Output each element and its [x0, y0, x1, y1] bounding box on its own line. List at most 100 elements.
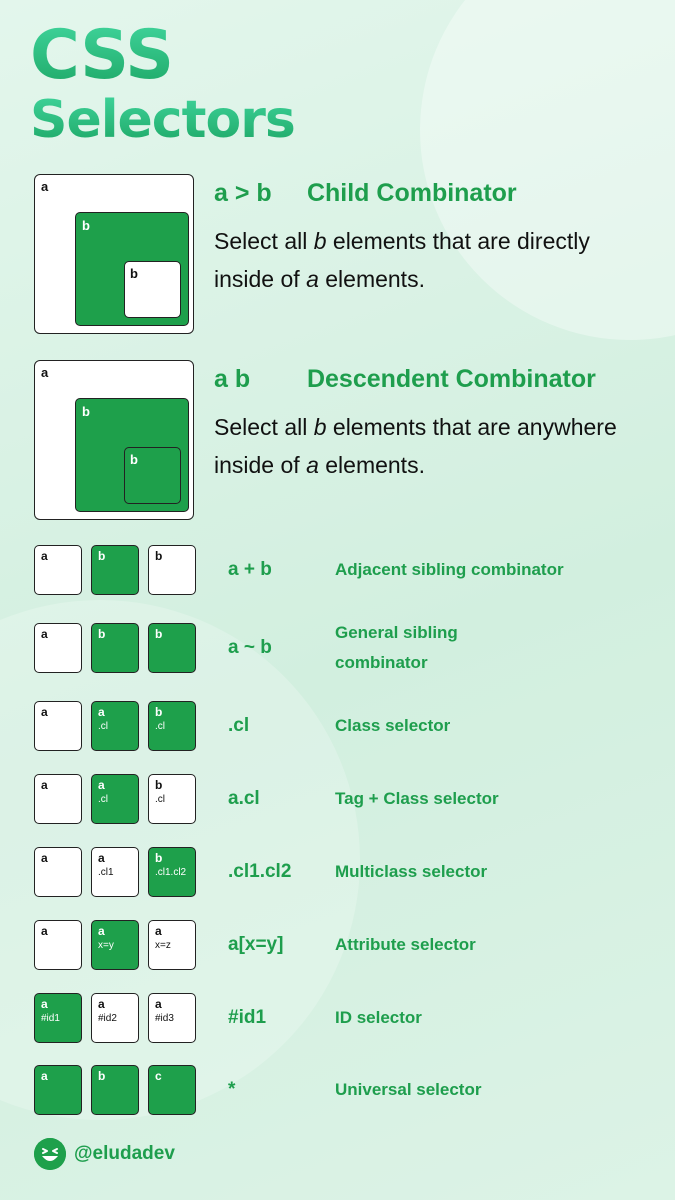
selector-name: Tag + Class selector [335, 789, 499, 808]
example-box: a #id3 [148, 993, 196, 1043]
selector-code: a + b [228, 559, 272, 580]
box-tag: a [155, 924, 162, 938]
selector-code: .cl1.cl2 [228, 861, 292, 882]
descendent-combinator-heading: a b Descendent Combinator [214, 365, 596, 394]
selector-code: .cl [228, 715, 250, 736]
selector-code: a.cl [228, 788, 260, 809]
example-box: a [34, 701, 82, 751]
box-tag: a [98, 778, 105, 792]
example-box: a [34, 545, 82, 595]
descendent-combinator-diagram: a b b [34, 360, 194, 520]
child-combinator-heading: a > b Child Combinator [214, 179, 517, 208]
example-box-selected: a x=y [91, 920, 139, 970]
desc-text: elements. [318, 266, 425, 292]
selector-name: Class selector [335, 716, 451, 735]
box-tag: a [41, 851, 48, 865]
selector-row-attribute: a a x=y a x=z a[x=y] Attribute selector [34, 920, 654, 970]
box-tag: b [155, 778, 163, 792]
box-attr: .cl [155, 721, 165, 732]
page-title: CSS [30, 16, 174, 95]
box-tag: b [98, 1069, 106, 1083]
selector-code: a > b [214, 179, 272, 207]
descendent-combinator-description: Select all b elements that are anywhere … [214, 408, 654, 484]
box-tag: b [98, 627, 106, 641]
example-box-selected: a [34, 1065, 82, 1115]
box-attr: x=y [98, 940, 114, 951]
desc-italic: a [306, 266, 319, 292]
box-attr: #id1 [41, 1013, 60, 1024]
diagram-label: b [82, 218, 90, 233]
box-tag: a [98, 997, 105, 1011]
box-attr: .cl1.cl2 [155, 867, 187, 878]
selector-name: General sibling combinator [335, 623, 458, 672]
example-box: b .cl [148, 774, 196, 824]
box-attr: .cl [98, 721, 108, 732]
desc-text: Select all [214, 228, 314, 254]
diagram-label: b [130, 452, 138, 467]
box-attr: x=z [155, 940, 171, 951]
diagram-label: b [130, 266, 138, 281]
box-attr: .cl [98, 794, 108, 805]
example-box-selected: a #id1 [34, 993, 82, 1043]
selector-name: Attribute selector [335, 935, 476, 954]
box-attr: #id2 [98, 1013, 117, 1024]
desc-text: elements. [318, 452, 425, 478]
box-tag: a [41, 778, 48, 792]
box-tag: a [41, 1069, 48, 1083]
box-attr: .cl1 [98, 867, 114, 878]
example-box-selected: a .cl [91, 774, 139, 824]
example-box-selected: c [148, 1065, 196, 1115]
diagram-box-b: b b [75, 212, 189, 326]
box-tag: b [155, 705, 163, 719]
author-handle[interactable]: @eludadev [74, 1143, 175, 1164]
example-box: a #id2 [91, 993, 139, 1043]
diagram-label: a [41, 365, 49, 380]
selector-name: ID selector [335, 1008, 422, 1027]
example-box-selected: b .cl [148, 701, 196, 751]
footer: @eludadev [34, 1138, 175, 1170]
desc-text: Select all [214, 414, 314, 440]
selector-row-universal: a b c * Universal selector [34, 1065, 654, 1115]
box-tag: a [155, 997, 162, 1011]
child-combinator-diagram: a b b [34, 174, 194, 334]
selector-row-id: a #id1 a #id2 a #id3 #id1 ID selector [34, 993, 654, 1043]
example-box-selected: b [148, 623, 196, 673]
diagram-box-b-inner: b [124, 261, 181, 318]
diagram-label: b [82, 404, 90, 419]
box-tag: a [41, 627, 48, 641]
child-combinator-description: Select all b elements that are directly … [214, 222, 654, 298]
selector-name: Adjacent sibling combinator [335, 560, 564, 579]
example-box-selected: b [91, 545, 139, 595]
selector-code: #id1 [228, 1007, 267, 1028]
selector-name: Child Combinator [306, 179, 517, 207]
box-tag: b [155, 851, 163, 865]
box-attr: #id3 [155, 1013, 174, 1024]
example-box: a [34, 847, 82, 897]
box-tag: c [155, 1069, 162, 1083]
box-tag: a [41, 997, 48, 1011]
box-tag: b [155, 549, 163, 563]
diagram-box-b: b b [75, 398, 189, 512]
example-box-selected: b [91, 1065, 139, 1115]
desc-italic: a [306, 452, 319, 478]
selector-code: a ~ b [228, 637, 272, 658]
example-box: a x=z [148, 920, 196, 970]
box-tag: a [98, 924, 105, 938]
box-tag: a [41, 705, 48, 719]
desc-italic: b [313, 414, 327, 440]
example-box-selected: b .cl1.cl2 [148, 847, 196, 897]
box-tag: b [98, 549, 106, 563]
selector-name: Descendent Combinator [306, 365, 596, 393]
example-box: a .cl1 [91, 847, 139, 897]
grinning-face-icon [34, 1138, 66, 1170]
example-box: b [148, 545, 196, 595]
selector-code: a b [214, 365, 251, 393]
desc-text: elements that are directly inside of [214, 228, 590, 292]
selector-name: Universal selector [335, 1080, 482, 1099]
selector-row-tag-class: a a .cl b .cl a.cl Tag + Class selector [34, 774, 654, 824]
example-box: a [34, 623, 82, 673]
desc-text: elements that are anywhere inside of [214, 414, 617, 478]
diagram-label: a [41, 179, 49, 194]
selector-code: a[x=y] [228, 934, 284, 955]
diagram-box-b-inner: b [124, 447, 181, 504]
